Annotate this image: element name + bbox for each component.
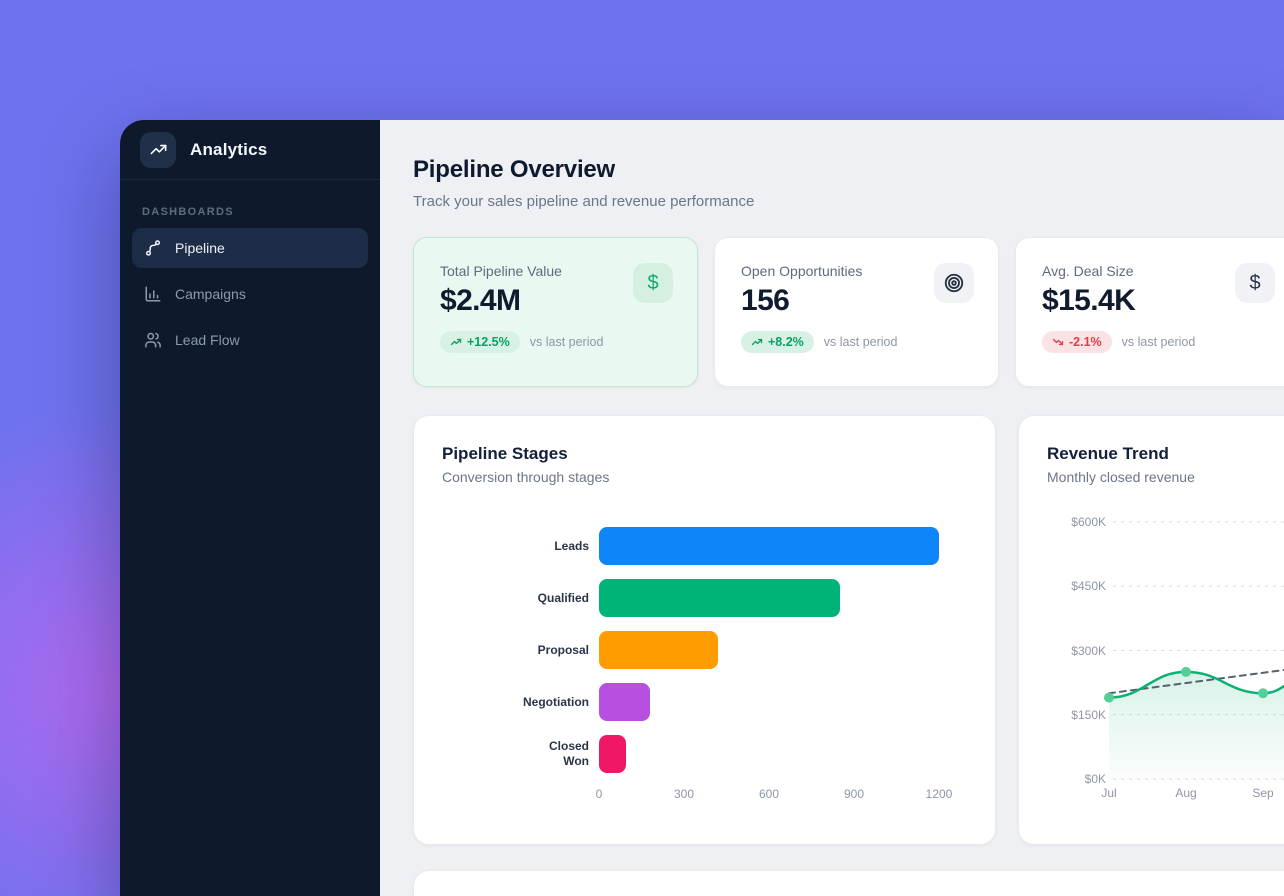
chart-title: Revenue Trend bbox=[1047, 444, 1169, 463]
bar-negotiation[interactable] bbox=[599, 683, 650, 721]
bar-row-proposal: Proposal bbox=[442, 631, 967, 669]
sidebar-item-campaigns[interactable]: Campaigns bbox=[132, 274, 368, 314]
chart-subtitle: Conversion through stages bbox=[442, 469, 610, 485]
partial-card bbox=[413, 870, 1284, 896]
stat-card-avg-deal-size[interactable]: Avg. Deal Size $15.4K -2.1% vs last peri… bbox=[1015, 237, 1284, 387]
main-content: Pipeline Overview Track your sales pipel… bbox=[380, 120, 1284, 896]
compare-label: vs last period bbox=[1121, 335, 1196, 349]
axis-tick: 1200 bbox=[925, 787, 953, 801]
axis-tick: 600 bbox=[758, 787, 780, 801]
sidebar-nav: Pipeline Campaigns bbox=[120, 228, 380, 360]
x-axis: 0 300 600 900 1200 bbox=[595, 787, 953, 803]
route-icon bbox=[144, 239, 162, 257]
sidebar-item-label: Campaigns bbox=[175, 286, 246, 302]
bar-row-leads: Leads bbox=[442, 527, 967, 565]
sidebar: Analytics DASHBOARDS Pipeline bbox=[120, 120, 380, 896]
bar-label: Closed Won bbox=[548, 739, 589, 768]
axis-tick: 300 bbox=[673, 787, 695, 801]
y-tick: $0K bbox=[1085, 772, 1106, 786]
dollar-icon: $ bbox=[633, 263, 673, 303]
page-title: Pipeline Overview bbox=[413, 156, 616, 183]
y-tick: $450K bbox=[1071, 579, 1106, 593]
axis-tick: 0 bbox=[595, 787, 603, 801]
bar-row-qualified: Qualified bbox=[442, 579, 967, 617]
bar-label: Proposal bbox=[537, 642, 589, 657]
y-tick: $300K bbox=[1071, 644, 1106, 658]
change-badge: +8.2% bbox=[741, 331, 814, 353]
bar-closed-won[interactable] bbox=[599, 735, 626, 773]
stat-value: 156 bbox=[741, 284, 790, 317]
y-axis-labels: $600K $450K $300K $150K $0K bbox=[1071, 515, 1106, 786]
sidebar-item-pipeline[interactable]: Pipeline bbox=[132, 228, 368, 268]
target-icon bbox=[934, 263, 974, 303]
stat-label: Open Opportunities bbox=[741, 263, 863, 279]
sidebar-item-lead-flow[interactable]: Lead Flow bbox=[132, 320, 368, 360]
app-window: Analytics DASHBOARDS Pipeline bbox=[120, 120, 1284, 896]
compare-label: vs last period bbox=[529, 335, 604, 349]
bar-chart: Leads Qualified Proposal Negotiation bbox=[442, 527, 967, 803]
axis-tick: 900 bbox=[843, 787, 865, 801]
stats-row: Total Pipeline Value $2.4M +12.5% vs las… bbox=[413, 237, 1284, 387]
bar-qualified[interactable] bbox=[599, 579, 840, 617]
revenue-data-point[interactable] bbox=[1181, 666, 1191, 677]
trending-down-icon bbox=[1052, 336, 1064, 348]
sidebar-item-label: Lead Flow bbox=[175, 332, 240, 348]
stat-card-open-opportunities[interactable]: Open Opportunities 156 +8.2% vs last per… bbox=[714, 237, 999, 387]
stat-card-total-pipeline-value[interactable]: Total Pipeline Value $2.4M +12.5% vs las… bbox=[413, 237, 698, 387]
charts-row: Pipeline Stages Conversion through stage… bbox=[413, 415, 1284, 845]
bar-label: Leads bbox=[554, 538, 589, 553]
bar-chart-icon bbox=[144, 285, 162, 303]
bar-label: Negotiation bbox=[523, 694, 589, 709]
pipeline-stages-card: Pipeline Stages Conversion through stage… bbox=[413, 415, 996, 845]
x-tick: Aug bbox=[1175, 786, 1196, 800]
revenue-data-point[interactable] bbox=[1258, 688, 1268, 699]
compare-label: vs last period bbox=[823, 335, 898, 349]
sidebar-item-label: Pipeline bbox=[175, 240, 225, 256]
trending-up-icon bbox=[149, 140, 168, 159]
users-icon bbox=[144, 331, 162, 349]
bar-row-negotiation: Negotiation bbox=[442, 683, 967, 721]
bar-proposal[interactable] bbox=[599, 631, 718, 669]
stat-value: $15.4K bbox=[1042, 284, 1136, 317]
plot bbox=[1104, 666, 1284, 779]
dollar-icon: $ bbox=[1235, 263, 1275, 303]
revenue-data-point[interactable] bbox=[1104, 692, 1114, 703]
trending-up-icon bbox=[450, 336, 462, 348]
chart-subtitle: Monthly closed revenue bbox=[1047, 469, 1195, 485]
trending-up-icon bbox=[751, 336, 763, 348]
page-subtitle: Track your sales pipeline and revenue pe… bbox=[413, 193, 755, 210]
change-badge: -2.1% bbox=[1042, 331, 1112, 353]
change-badge: +12.5% bbox=[440, 331, 520, 353]
stat-value: $2.4M bbox=[440, 284, 521, 317]
sidebar-section-label: DASHBOARDS bbox=[142, 206, 234, 218]
bar-label: Qualified bbox=[537, 590, 589, 605]
bar-leads[interactable] bbox=[599, 527, 939, 565]
stat-label: Avg. Deal Size bbox=[1042, 263, 1134, 279]
app-logo[interactable] bbox=[140, 131, 176, 168]
chart-title: Pipeline Stages bbox=[442, 444, 568, 463]
y-tick: $600K bbox=[1071, 515, 1106, 529]
x-tick: Sep bbox=[1252, 786, 1274, 800]
revenue-line-chart[interactable]: $600K $450K $300K $150K $0K Jul Aug Sep bbox=[1019, 416, 1284, 845]
y-tick: $150K bbox=[1071, 708, 1106, 722]
x-axis-labels: Jul Aug Sep bbox=[1101, 786, 1274, 800]
brand: Analytics bbox=[120, 120, 380, 180]
stat-label: Total Pipeline Value bbox=[440, 263, 562, 279]
brand-name: Analytics bbox=[190, 139, 268, 159]
x-tick: Jul bbox=[1101, 786, 1116, 800]
bar-row-closed-won: Closed Won bbox=[442, 735, 967, 773]
revenue-trend-card: Revenue Trend Monthly closed revenue $60… bbox=[1018, 415, 1284, 845]
